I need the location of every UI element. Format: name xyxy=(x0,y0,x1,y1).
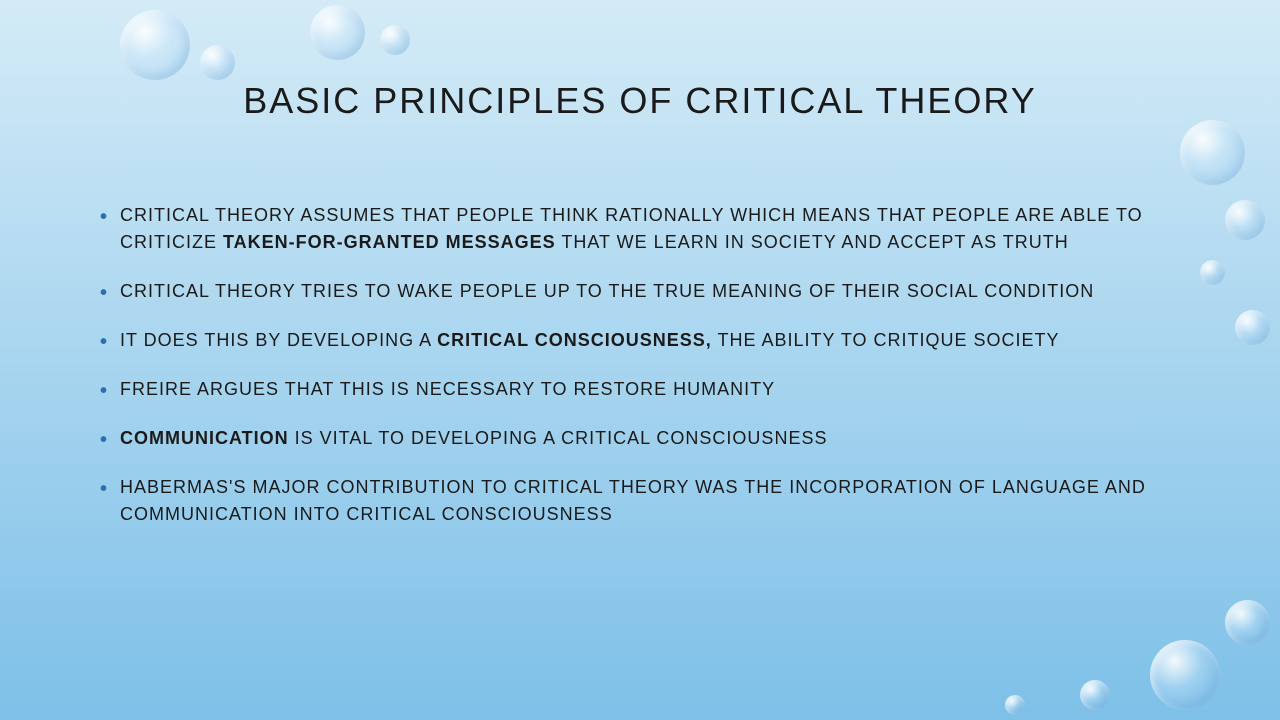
bullet-text-bold: TAKEN-FOR-GRANTED MESSAGES xyxy=(223,232,556,252)
bullet-item: CRITICAL THEORY ASSUMES THAT PEOPLE THIN… xyxy=(100,202,1200,256)
bullet-text-pre: FREIRE ARGUES THAT THIS IS NECESSARY TO … xyxy=(120,379,775,399)
bullet-text-pre: IT DOES THIS BY DEVELOPING A xyxy=(120,330,437,350)
bullet-item: CRITICAL THEORY TRIES TO WAKE PEOPLE UP … xyxy=(100,278,1200,305)
bullet-text-pre: HABERMAS'S MAJOR CONTRIBUTION TO CRITICA… xyxy=(120,477,1146,524)
water-bubble xyxy=(1225,600,1270,645)
bullet-text-pre: CRITICAL THEORY TRIES TO WAKE PEOPLE UP … xyxy=(120,281,1094,301)
water-bubble xyxy=(1005,695,1025,715)
water-bubble xyxy=(1200,260,1225,285)
water-bubble xyxy=(1235,310,1270,345)
water-bubble xyxy=(380,25,410,55)
bullet-text-bold: COMMUNICATION xyxy=(120,428,289,448)
bullet-item: COMMUNICATION IS VITAL TO DEVELOPING A C… xyxy=(100,425,1200,452)
bullet-list: CRITICAL THEORY ASSUMES THAT PEOPLE THIN… xyxy=(80,202,1200,528)
water-bubble xyxy=(120,10,190,80)
bullet-text-post: IS VITAL TO DEVELOPING A CRITICAL CONSCI… xyxy=(289,428,828,448)
bullet-item: FREIRE ARGUES THAT THIS IS NECESSARY TO … xyxy=(100,376,1200,403)
water-bubble xyxy=(1180,120,1245,185)
water-bubble xyxy=(1080,680,1110,710)
slide-title: BASIC PRINCIPLES OF CRITICAL THEORY xyxy=(80,80,1200,122)
bullet-text-post: THAT WE LEARN IN SOCIETY AND ACCEPT AS T… xyxy=(556,232,1069,252)
water-bubble xyxy=(1225,200,1265,240)
bullet-item: IT DOES THIS BY DEVELOPING A CRITICAL CO… xyxy=(100,327,1200,354)
bullet-text-bold: CRITICAL CONSCIOUSNESS, xyxy=(437,330,712,350)
slide-container: BASIC PRINCIPLES OF CRITICAL THEORY CRIT… xyxy=(0,0,1280,720)
water-bubble xyxy=(200,45,235,80)
water-bubble xyxy=(310,5,365,60)
bullet-item: HABERMAS'S MAJOR CONTRIBUTION TO CRITICA… xyxy=(100,474,1200,528)
bullet-text-post: THE ABILITY TO CRITIQUE SOCIETY xyxy=(712,330,1060,350)
water-bubble xyxy=(1150,640,1220,710)
